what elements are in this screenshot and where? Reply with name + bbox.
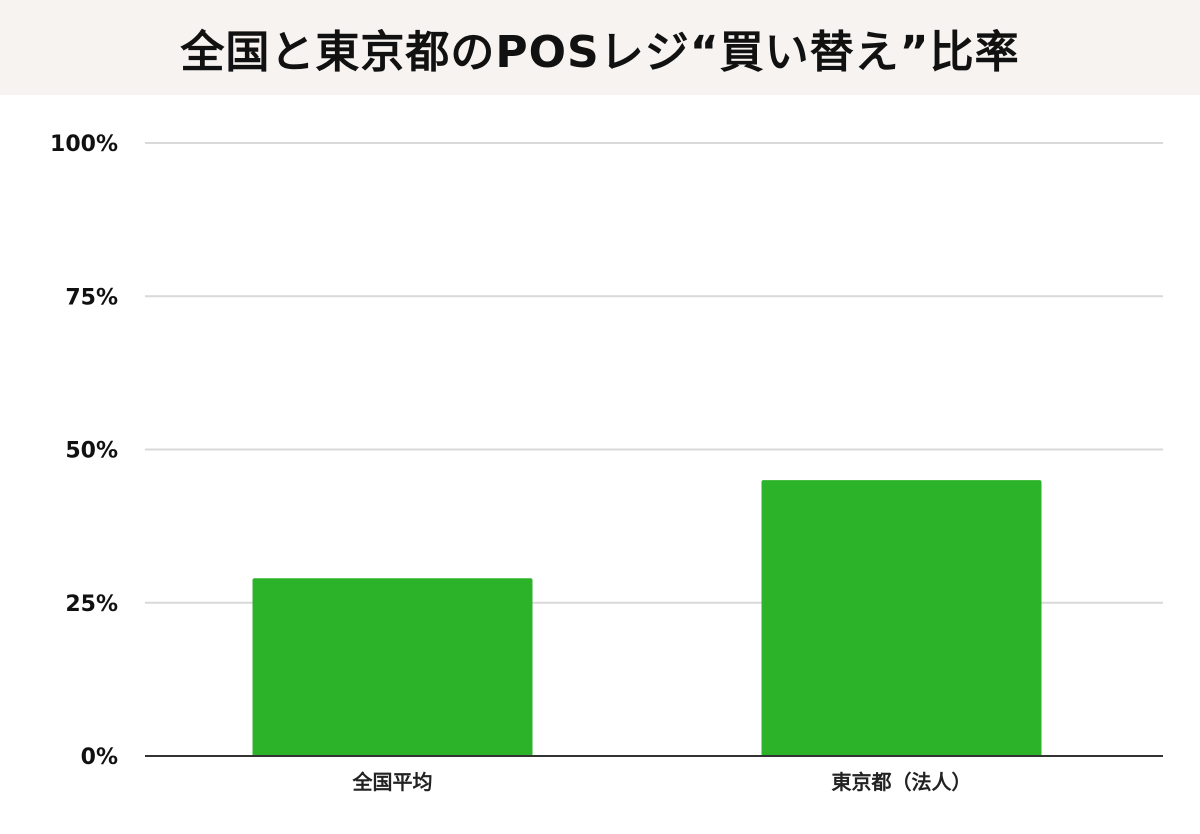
x-tick-label: 全国平均 <box>352 770 433 794</box>
y-tick-label: 0% <box>81 745 118 770</box>
bar <box>761 480 1042 756</box>
x-tick-label: 東京都（法人） <box>832 770 972 794</box>
y-tick-label: 100% <box>50 132 118 157</box>
title-banner <box>0 0 1200 95</box>
y-tick-label: 25% <box>65 592 118 617</box>
chart-title: 全国と東京都のPOSレジ“買い替え”比率 <box>180 26 1020 78</box>
y-tick-label: 75% <box>65 285 118 310</box>
y-tick-label: 50% <box>65 439 118 464</box>
bar <box>252 578 533 756</box>
bar-chart: 0% 25% 50% 75% 100% 全国平均 東京都（法人） <box>50 132 1163 794</box>
